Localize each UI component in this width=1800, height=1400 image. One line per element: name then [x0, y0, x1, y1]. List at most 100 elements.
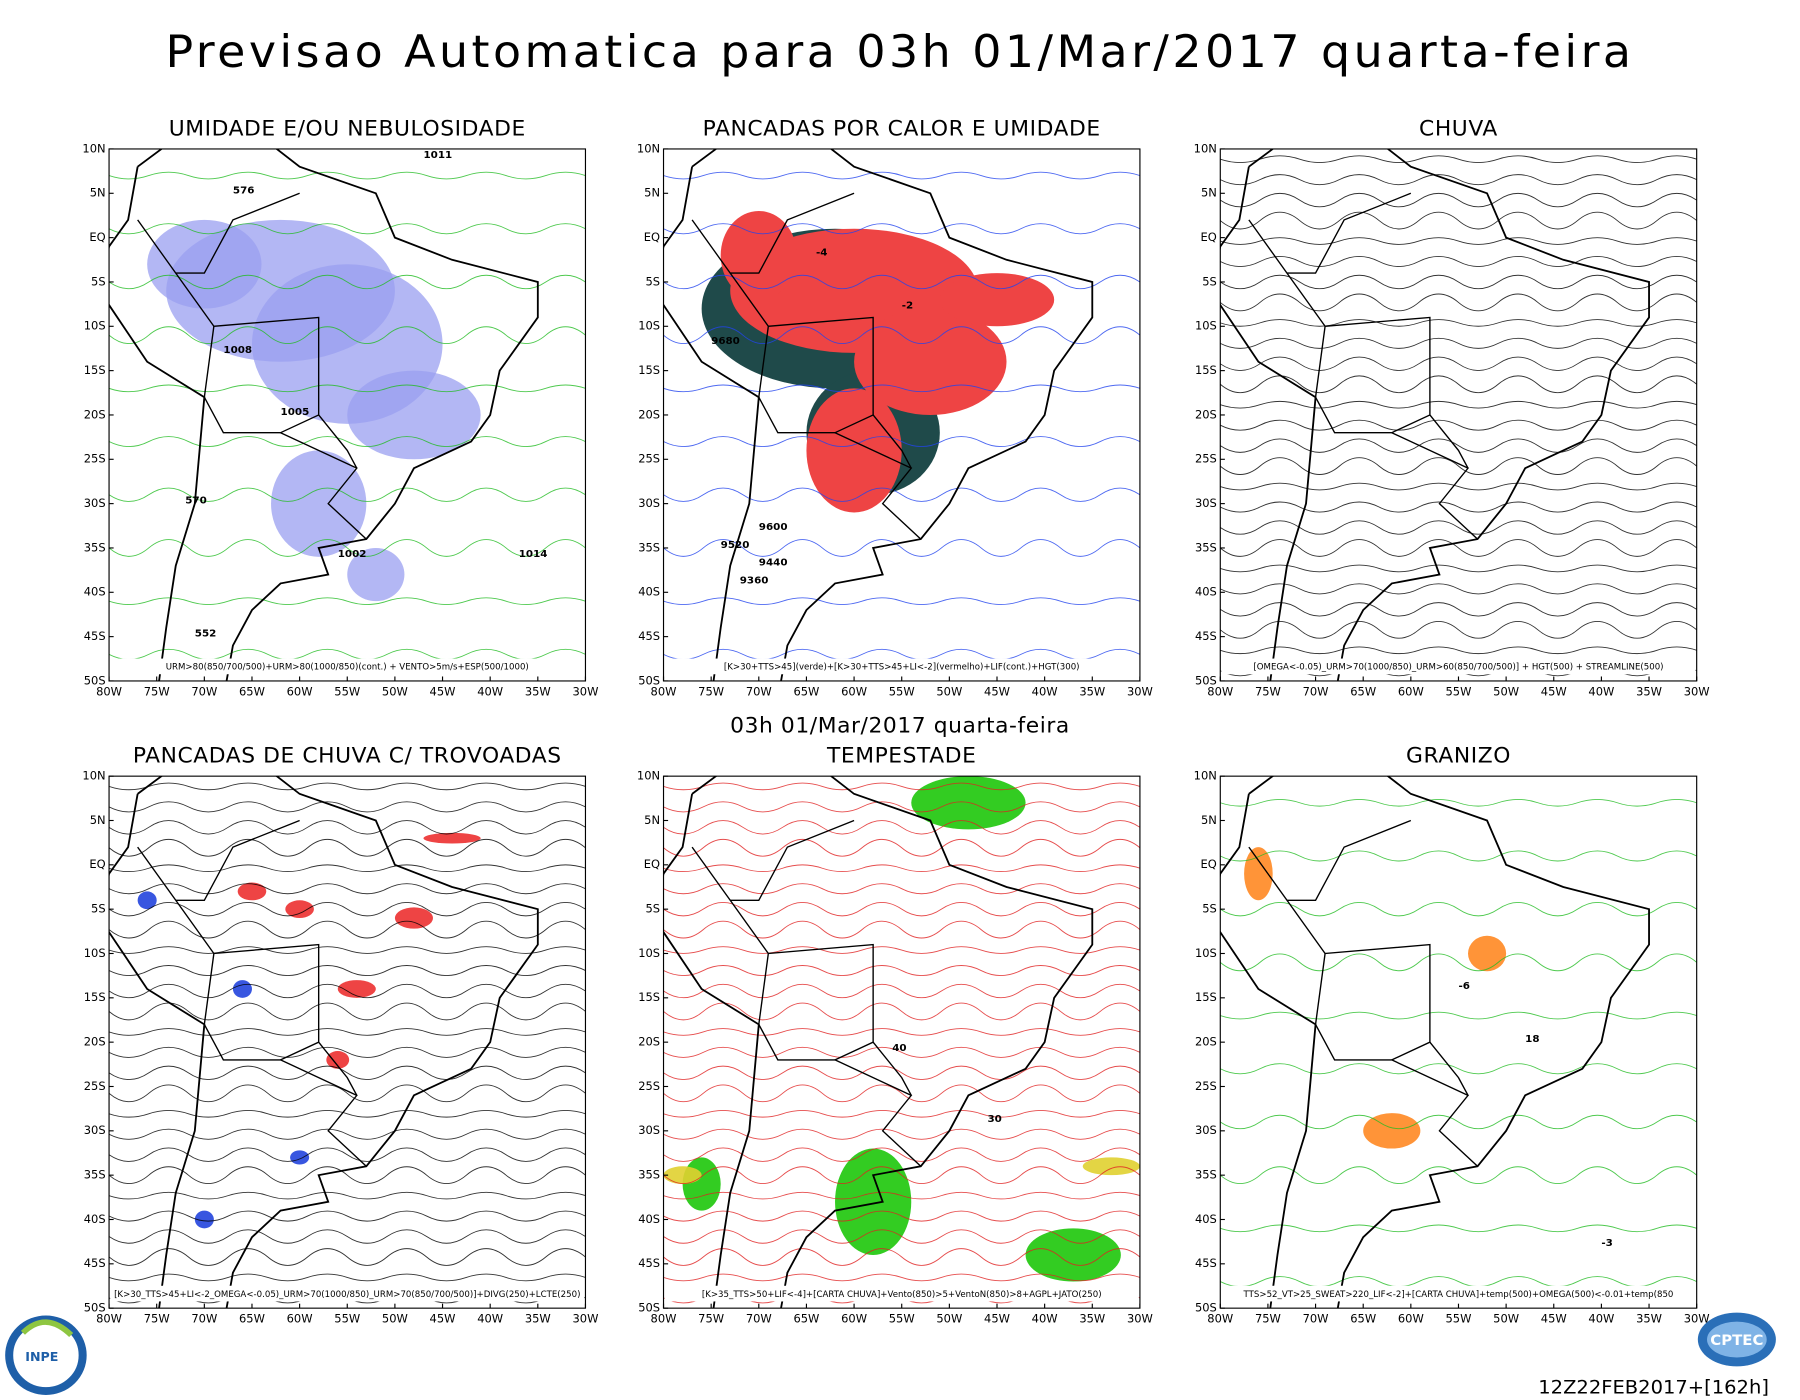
lon-label: 55W [1446, 685, 1472, 699]
lat-label: 10N [637, 769, 660, 783]
contour-line [1220, 520, 1697, 535]
lat-label: 15S [638, 990, 660, 1004]
lon-label: 40W [477, 1312, 503, 1326]
contour-line [1220, 438, 1697, 453]
lat-label: 25S [84, 1079, 106, 1093]
contour-label: -6 [1458, 981, 1469, 992]
lat-label: 10N [637, 141, 660, 155]
border [1314, 943, 1479, 1167]
lon-label: 75W [1255, 685, 1281, 699]
lat-label: 50S [1195, 673, 1217, 687]
contour-label: -4 [816, 247, 827, 258]
lat-label: 20S [1195, 1035, 1217, 1049]
lon-label: 55W [334, 1312, 360, 1326]
map-caption: URM>80(850/700/500)+URM>80(1000/850)(con… [166, 663, 529, 673]
contour-line [663, 274, 1140, 290]
contour-line [1220, 798, 1697, 807]
border [1248, 846, 1326, 954]
border [872, 414, 912, 469]
contour-line [109, 487, 586, 502]
lat-label: 10N [82, 769, 105, 783]
contour-label: -3 [1601, 1238, 1612, 1249]
border [730, 192, 855, 274]
shaded-area [232, 980, 252, 998]
contour-label: -2 [902, 301, 913, 312]
lat-label: 40S [1195, 1212, 1217, 1226]
shaded-area [423, 832, 481, 844]
border [730, 819, 855, 901]
contour-line [663, 1128, 1140, 1140]
contour-line [663, 901, 1140, 917]
lat-label: 10S [84, 946, 106, 960]
lat-label: 35S [84, 540, 106, 554]
map-content: 1011 576 1008 1005 1002 1014 570 552 [109, 148, 586, 681]
lat-label: 30S [84, 1123, 106, 1137]
lon-label: 35W [525, 1312, 551, 1326]
contour-line [663, 920, 1140, 939]
shaded-area [939, 273, 1055, 327]
lon-label: 40W [1032, 1312, 1058, 1326]
contour-line [109, 946, 586, 954]
shaded-area [1468, 935, 1507, 972]
lat-label: 40S [1195, 585, 1217, 599]
contour-line [1220, 1114, 1697, 1130]
shaded-area [854, 308, 1007, 415]
lon-label: 40W [1588, 685, 1614, 699]
contour-label: 9600 [759, 522, 788, 533]
border [758, 396, 836, 434]
map-content: 40 30 [663, 776, 1140, 1309]
lon-label: 50W [1493, 685, 1519, 699]
contour-line [109, 1046, 586, 1058]
lon-label: 35W [1079, 685, 1105, 699]
contour-line [1220, 1224, 1697, 1233]
contour-label: 570 [185, 496, 207, 507]
contour-line [663, 648, 1140, 660]
lon-label: 75W [698, 1312, 724, 1326]
contour-line [109, 901, 586, 917]
lon-label: 70W [746, 1312, 772, 1326]
lat-label: EQ [644, 857, 660, 871]
lon-label: 30W [1127, 1312, 1153, 1326]
lon-label: 80W [1207, 1312, 1233, 1326]
contour-label: 9360 [740, 576, 769, 587]
lat-label: 35S [638, 540, 660, 554]
lon-label: 45W [984, 1312, 1010, 1326]
lon-label: 70W [191, 685, 217, 699]
contour-label: 1002 [338, 549, 367, 560]
border [175, 192, 300, 274]
lon-label: 60W [841, 1312, 867, 1326]
lon-label: 55W [889, 1312, 915, 1326]
contour-line [109, 597, 586, 605]
caption-bg [110, 658, 585, 675]
contour-line [1220, 646, 1697, 655]
border [1314, 1024, 1392, 1061]
contour-line [663, 820, 1140, 835]
contour-line [109, 1109, 586, 1118]
contour-label: 1008 [223, 345, 252, 356]
contour-line [663, 1046, 1140, 1058]
contour-label: 30 [987, 1114, 1001, 1125]
map-content [1220, 148, 1697, 681]
border [203, 316, 367, 540]
border [758, 943, 922, 1167]
map-panel: 1011 576 1008 1005 1002 1014 570 552 URM>80(850/… [82, 117, 598, 699]
lat-label: 25S [1195, 1079, 1217, 1093]
map-caption: [K>30_TTS>45+LI<-2_OMEGA<-0.05)_URM>70(1… [114, 1290, 580, 1300]
lon-label: 30W [572, 1312, 598, 1326]
lat-label: 5S [91, 274, 106, 288]
contour-line [109, 171, 586, 180]
contour-line [109, 1002, 586, 1021]
map-panel: 40 30 [K>35_TTS>50+LIF<-4]+[CARTA CHUVA]+V… [637, 744, 1153, 1326]
map-content: 9680 9600 9520 9440 9360 -2 -4 [663, 148, 1140, 681]
lat-label: 25S [1195, 452, 1217, 466]
contour-line [663, 782, 1140, 791]
contour-line [1220, 457, 1697, 475]
contour-line [109, 983, 586, 999]
inpe-logo: INPE [5, 1315, 87, 1395]
lat-label: 10N [1194, 141, 1217, 155]
lat-label: 10N [82, 141, 105, 155]
panel-title: TEMPESTADE [826, 744, 976, 769]
contour-line [663, 1248, 1140, 1266]
lat-label: 35S [638, 1168, 660, 1182]
